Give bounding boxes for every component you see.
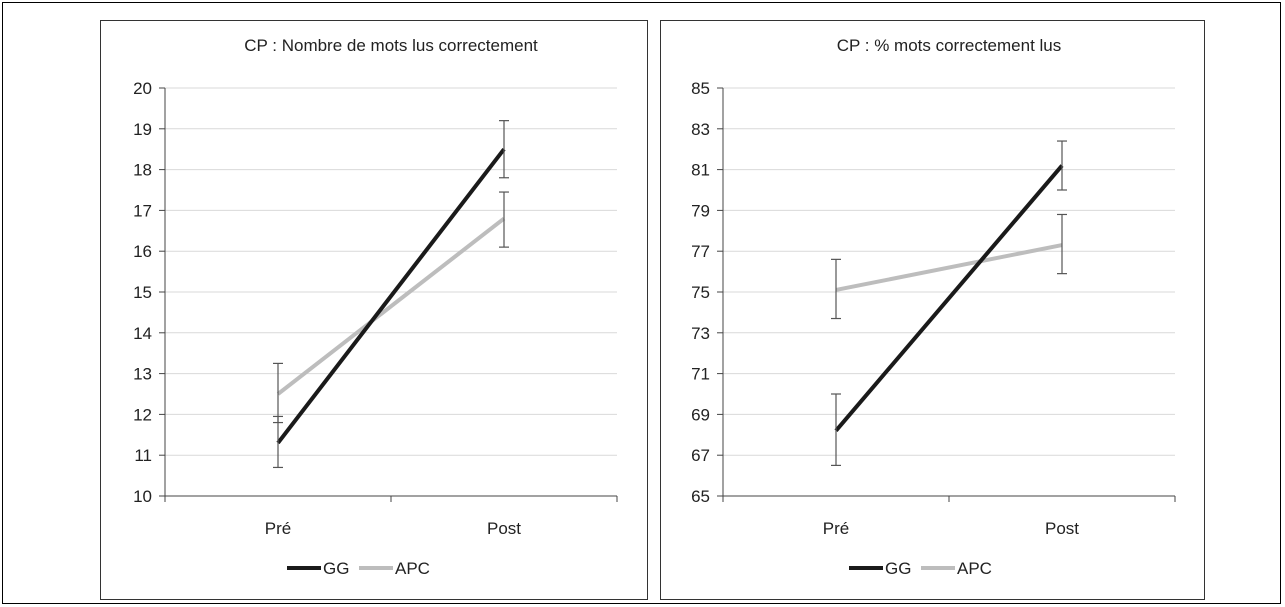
y-tick-label: 85 — [691, 79, 710, 98]
series-line-apc — [276, 216, 506, 396]
legend-label-gg: GG — [885, 559, 911, 578]
y-tick-label: 83 — [691, 120, 710, 139]
y-tick-label: 71 — [691, 365, 710, 384]
y-tick-label: 15 — [133, 283, 152, 302]
series-line-apc — [835, 243, 1063, 292]
y-tick-label: 17 — [133, 201, 152, 220]
chart-percent-read: CP : % mots correctement lus 65 67 69 71 73 75… — [691, 36, 1176, 578]
y-tick-label: 14 — [133, 324, 152, 343]
y-tick-label: 16 — [133, 242, 152, 261]
y-tick-label: 65 — [691, 487, 710, 506]
y-tick-label: 18 — [133, 161, 152, 180]
y-tick-label: 79 — [691, 201, 710, 220]
chart-title: CP : Nombre de mots lus correctement — [244, 36, 538, 55]
y-tick-label: 19 — [133, 120, 152, 139]
x-tick-label: Post — [1045, 519, 1079, 538]
series-line-gg — [834, 164, 1064, 433]
y-tick-label: 75 — [691, 283, 710, 302]
y-tick-label: 20 — [133, 79, 152, 98]
chart-title: CP : % mots correctement lus — [837, 36, 1062, 55]
legend-label-apc: APC — [395, 559, 430, 578]
y-tick-label: 69 — [691, 405, 710, 424]
y-tick-label: 10 — [133, 487, 152, 506]
chart-words-read: CP : Nombre de mots lus correctement 10 11… — [133, 36, 618, 578]
chart-panel-words-read: CP : Nombre de mots lus correctement 10 11… — [100, 20, 648, 600]
x-tick-label: Pré — [265, 519, 291, 538]
y-tick-label: 81 — [691, 161, 710, 180]
y-tick-label: 73 — [691, 324, 710, 343]
x-tick-label: Pré — [823, 519, 849, 538]
series-line-gg — [276, 147, 506, 445]
legend-label-apc: APC — [957, 559, 992, 578]
x-tick-label: Post — [487, 519, 521, 538]
chart-panel-percent-read: CP : % mots correctement lus 65 67 69 71 73 75… — [660, 20, 1205, 600]
legend-label-gg: GG — [323, 559, 349, 578]
y-tick-label: 11 — [134, 446, 152, 465]
y-tick-label: 13 — [133, 365, 152, 384]
y-tick-label: 67 — [691, 446, 710, 465]
y-tick-label: 77 — [691, 242, 710, 261]
y-tick-label: 12 — [133, 405, 152, 424]
